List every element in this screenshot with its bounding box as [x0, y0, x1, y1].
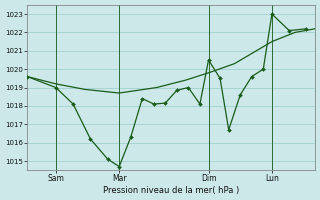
- X-axis label: Pression niveau de la mer( hPa ): Pression niveau de la mer( hPa ): [103, 186, 239, 195]
